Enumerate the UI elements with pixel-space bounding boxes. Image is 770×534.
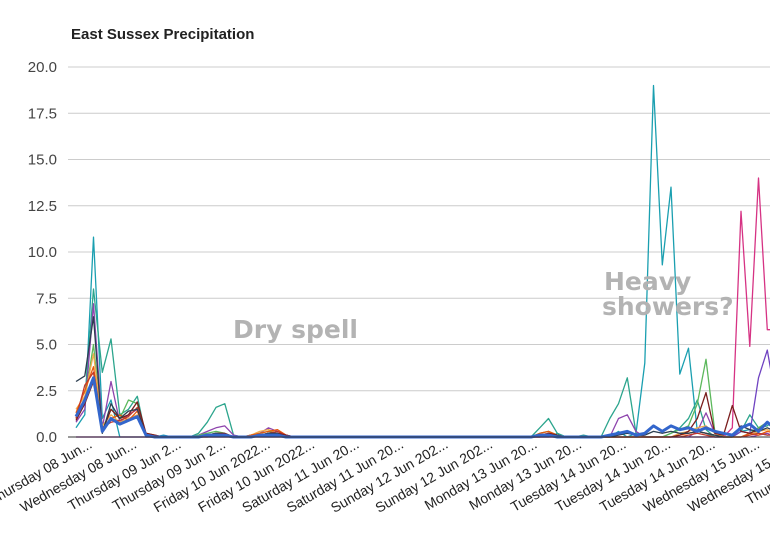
annotation-dry-spell: Dry spell [233, 315, 358, 344]
annotation-heavy-showers-line-2: showers? [602, 292, 734, 321]
annotation-heavy-showers-line-1: Heavy [604, 267, 691, 296]
series-line-1 [75, 84, 770, 438]
series-line-5 [76, 349, 770, 438]
series-line-8 [75, 366, 770, 438]
series-line-3 [75, 303, 770, 438]
series-line-12 [74, 376, 770, 439]
y-axis-ticks: 0.0 2.5 5.0 7.5 10.0 12.5 15.0 17.5 20.0 [28, 59, 57, 446]
y-tick-label: 0.0 [36, 429, 57, 446]
x-axis-ticks: Thursday 08 Jun...Wednesday 08 Jun...Thu… [0, 436, 770, 516]
series-line-9 [75, 371, 770, 438]
y-tick-label: 5.0 [36, 337, 57, 354]
y-tick-label: 10.0 [28, 244, 57, 261]
series-lines [74, 84, 770, 439]
series-line-7 [75, 353, 770, 438]
y-tick-label: 17.5 [28, 105, 57, 122]
y-tick-label: 12.5 [28, 198, 57, 215]
series-line-11 [75, 316, 770, 438]
grid [68, 66, 770, 392]
y-tick-label: 20.0 [28, 59, 57, 76]
y-tick-label: 7.5 [36, 290, 57, 307]
chart-title: East Sussex Precipitation [71, 26, 254, 43]
y-tick-label: 15.0 [28, 152, 57, 169]
y-tick-label: 2.5 [36, 383, 57, 400]
